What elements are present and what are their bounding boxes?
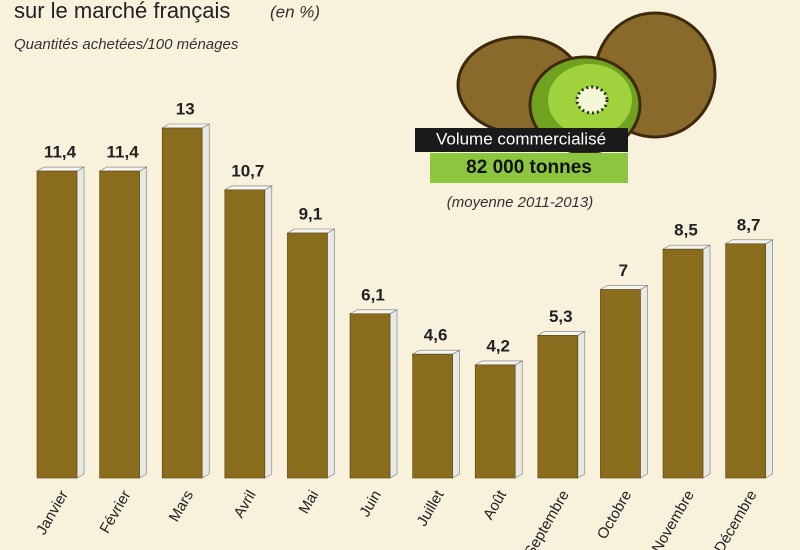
annotation-box	[415, 128, 628, 152]
bar	[99, 170, 140, 479]
annotation: (moyenne 2011-2013)	[447, 194, 593, 211]
bar-side	[514, 360, 523, 479]
bar-side	[640, 285, 648, 479]
bar-top	[599, 285, 649, 290]
bar	[600, 289, 641, 479]
bar-top	[161, 123, 211, 129]
bar-side	[765, 239, 773, 479]
bar-top	[661, 244, 712, 250]
chart-title: sur le marché français	[14, 0, 230, 23]
bar-side	[264, 185, 273, 479]
bar	[725, 243, 766, 479]
bar-side	[76, 166, 85, 479]
value-label: 7	[619, 261, 628, 280]
bar	[474, 364, 516, 479]
bar-top	[98, 166, 148, 172]
annotation: 82 000 tonnes	[466, 157, 592, 178]
bar	[161, 127, 203, 479]
bar-top	[474, 360, 524, 366]
bar-side	[201, 123, 210, 479]
bar-top	[536, 331, 586, 336]
annotation: Volume commercialisé	[436, 129, 606, 148]
value-label: 9,1	[299, 204, 323, 223]
bar-side	[139, 166, 147, 479]
value-label: 4,2	[486, 336, 510, 355]
unit-label: (en %)	[270, 2, 320, 21]
value-label: 13	[176, 99, 195, 118]
bar	[224, 189, 266, 479]
value-label: 8,7	[737, 215, 761, 234]
bar-side	[389, 309, 398, 479]
bar	[662, 248, 704, 479]
bar	[537, 335, 579, 479]
bar-top	[223, 185, 273, 191]
bar-side	[327, 228, 335, 479]
bar-side	[702, 244, 711, 479]
kiwi-core	[575, 85, 609, 115]
value-label: 10,7	[231, 161, 264, 180]
bar-top	[286, 228, 336, 234]
bar-side	[452, 349, 460, 479]
value-label: 4,6	[424, 326, 448, 345]
value-label: 11,4	[44, 143, 77, 162]
bar-top	[348, 309, 399, 315]
value-label: 8,5	[674, 221, 698, 240]
bar	[287, 232, 328, 479]
value-label: 11,4	[107, 143, 140, 162]
bar-side	[577, 330, 586, 479]
value-label: 6,1	[361, 285, 385, 304]
value-label: 5,3	[549, 307, 573, 326]
bar	[36, 170, 78, 479]
annotation-box	[430, 153, 628, 183]
bar	[349, 313, 391, 479]
bar-top	[411, 349, 461, 355]
bar-top	[35, 166, 86, 172]
bar-top	[724, 239, 774, 245]
chart-subtitle: Quantités achetées/100 ménages	[14, 36, 239, 53]
bar	[412, 353, 453, 479]
